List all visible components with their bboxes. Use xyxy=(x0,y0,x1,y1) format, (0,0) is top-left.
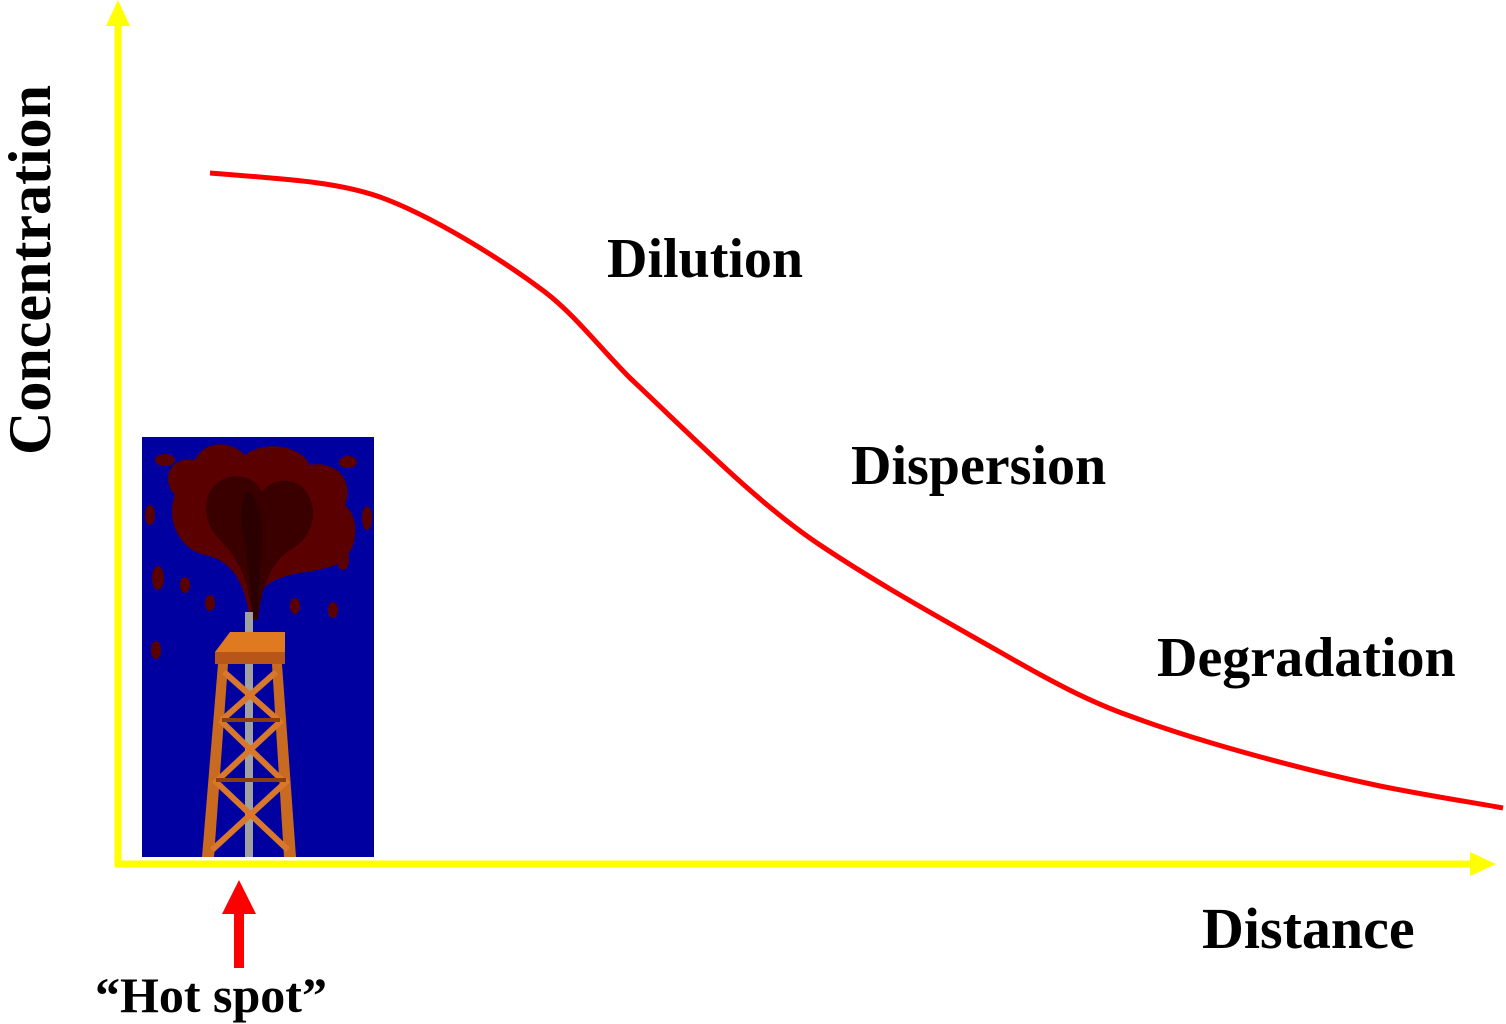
x-axis-arrow-icon xyxy=(1470,852,1496,876)
zone-label-degradation: Degradation xyxy=(1157,627,1456,689)
hot-spot-label: “Hot spot” xyxy=(95,967,327,1023)
zone-label-dispersion: Dispersion xyxy=(851,435,1107,497)
x-axis xyxy=(115,852,1496,876)
y-axis xyxy=(106,0,130,866)
y-axis-label: Concentration xyxy=(0,85,63,455)
concentration-curve xyxy=(209,170,1504,811)
y-axis-arrow-icon xyxy=(106,0,130,26)
zone-label-dilution: Dilution xyxy=(607,228,804,290)
oil-well-gusher-icon xyxy=(142,437,374,857)
x-axis-label: Distance xyxy=(1202,896,1415,961)
hot-spot-arrow-icon xyxy=(222,880,256,968)
